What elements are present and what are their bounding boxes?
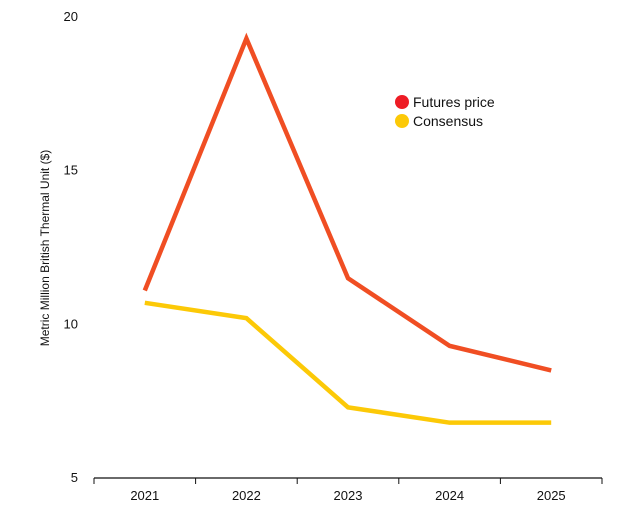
y-tick-label: 5 [71,470,78,485]
legend-marker [395,95,409,109]
x-axis: 2021 2022 2023 2024 2025 [93,477,603,503]
y-tick-label: 15 [64,163,78,178]
legend-marker [395,114,409,128]
x-tick-label: 2022 [232,488,261,503]
y-axis: 5 10 15 20 [64,9,78,485]
legend: Futures price Consensus [395,94,495,129]
y-tick-label: 10 [64,316,78,331]
x-tick-label: 2025 [537,488,566,503]
x-tick-label: 2021 [130,488,159,503]
x-tick-label: 2023 [334,488,363,503]
series-line-consensus [144,300,552,425]
series-line-futures-price [142,32,552,373]
legend-label: Consensus [413,113,483,129]
y-tick-label: 20 [64,9,78,24]
legend-label: Futures price [413,94,495,110]
y-axis-title: Metric Million British Thermal Unit ($) [38,150,52,346]
x-tick-label: 2024 [435,488,464,503]
series-layer [142,32,552,425]
